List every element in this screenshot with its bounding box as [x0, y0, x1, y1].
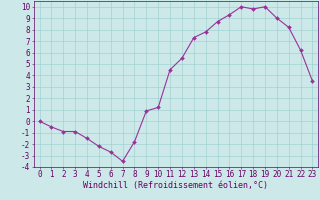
X-axis label: Windchill (Refroidissement éolien,°C): Windchill (Refroidissement éolien,°C)	[84, 181, 268, 190]
